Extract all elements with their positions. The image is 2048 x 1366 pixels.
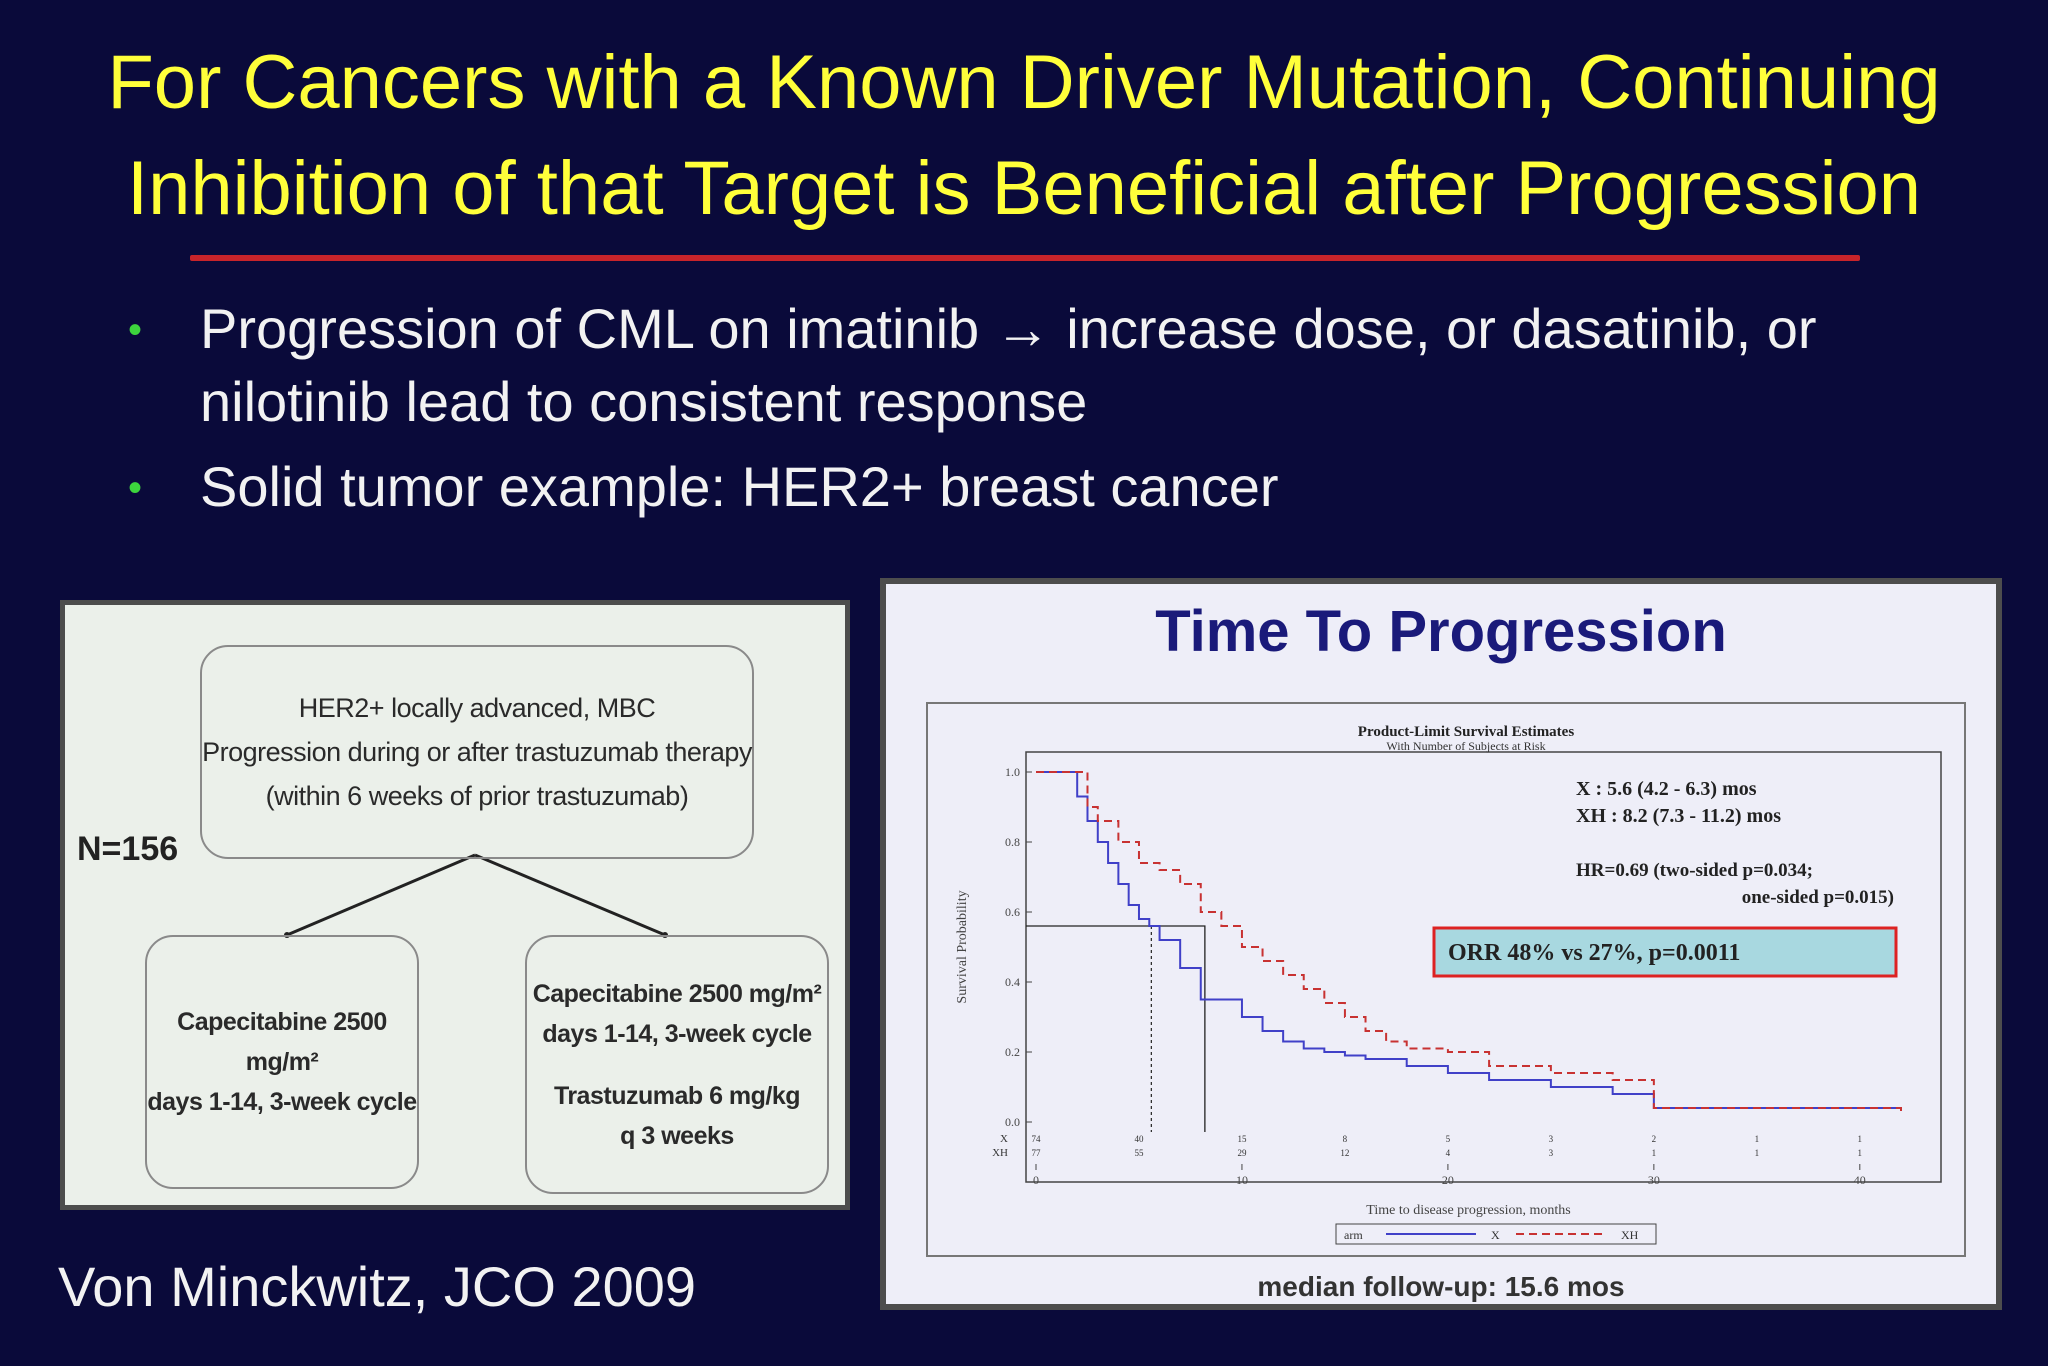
median-xh-annotation: XH : 8.2 (7.3 - 11.2) mos <box>1576 805 1781 827</box>
arm-xh-box: Capecitabine 2500 mg/m² days 1-14, 3-wee… <box>525 935 829 1194</box>
x-tick-label: 30 <box>1648 1173 1660 1187</box>
x-tick-label: 10 <box>1236 1173 1248 1187</box>
y-tick-label: 0.2 <box>1005 1045 1020 1059</box>
box-line: days 1-14, 3-week cycle <box>147 1088 417 1116</box>
at-risk-label: XH <box>992 1147 1008 1159</box>
box-line: HER2+ locally advanced, MBC <box>298 693 656 723</box>
at-risk-value: 1 <box>1858 1134 1863 1144</box>
box-line: days 1-14, 3-week cycle <box>542 1019 812 1048</box>
y-tick-label: 0.4 <box>1005 975 1020 989</box>
at-risk-value: 2 <box>1652 1134 1657 1144</box>
at-risk-value: 1 <box>1652 1148 1657 1158</box>
median-x-annotation: X : 5.6 (4.2 - 6.3) mos <box>1576 778 1757 800</box>
x-tick-label: 40 <box>1854 1173 1866 1187</box>
bullet-dot-icon: • <box>127 466 142 510</box>
bullet-text: Solid tumor example: HER2+ breast cancer <box>200 455 1279 518</box>
y-axis-label: Survival Probability <box>955 890 970 1003</box>
series-line-x <box>1036 771 1901 1109</box>
slide-title: For Cancers with a Known Driver Mutation… <box>0 30 2048 242</box>
legend-label-xh: XH <box>1621 1228 1639 1242</box>
box-line: (within 6 weeks of prior trastuzumab) <box>265 781 689 811</box>
at-risk-label: X <box>1000 1133 1008 1145</box>
plot-area <box>1025 751 1942 1183</box>
km-panel: Time To Progression Product-Limit Surviv… <box>880 578 2002 1310</box>
box-line: q 3 weeks <box>620 1121 734 1150</box>
box-line: Capecitabine 2500 mg/m² <box>177 1008 387 1076</box>
plot-frame <box>926 702 1966 1257</box>
at-risk-value: 3 <box>1549 1148 1554 1158</box>
box-line: Progression during or after trastuzumab … <box>202 737 752 767</box>
follow-up-note: median follow-up: 15.6 mos <box>1257 1271 1625 1302</box>
eligibility-box: HER2+ locally advanced, MBC Progression … <box>200 645 754 859</box>
at-risk-value: 29 <box>1237 1148 1247 1158</box>
bullet-dot-icon: • <box>127 308 142 352</box>
chart-title: Product-Limit Survival Estimates <box>1358 724 1575 740</box>
orr-annotation: ORR 48% vs 27%, p=0.0011 <box>1448 940 1740 966</box>
bullet-item: • Solid tumor example: HER2+ breast canc… <box>100 450 1980 525</box>
at-risk-value: 4 <box>1446 1148 1451 1158</box>
bullet-item: • Progression of CML on imatinib → incre… <box>100 292 1980 438</box>
at-risk-value: 1 <box>1755 1148 1760 1158</box>
arm-x-box: Capecitabine 2500 mg/m² days 1-14, 3-wee… <box>145 935 419 1189</box>
hr-annotation: HR=0.69 (two-sided p=0.034; <box>1576 860 1813 881</box>
y-tick-label: 1.0 <box>1005 765 1020 779</box>
at-risk-value: 40 <box>1134 1134 1144 1144</box>
at-risk-value: 3 <box>1549 1134 1554 1144</box>
at-risk-value: 74 <box>1032 1134 1042 1144</box>
y-tick-label: 0.8 <box>1005 835 1020 849</box>
y-tick-label: 0.0 <box>1005 1115 1020 1129</box>
x-axis-label: Time to disease progression, months <box>1366 1203 1570 1218</box>
title-divider <box>190 255 1860 261</box>
at-risk-value: 1 <box>1858 1148 1863 1158</box>
y-tick-label: 0.6 <box>1005 905 1020 919</box>
legend-title: arm <box>1344 1228 1363 1242</box>
citation: Von Minckwitz, JCO 2009 <box>58 1255 697 1318</box>
legend-label-x: X <box>1491 1228 1500 1242</box>
title-line-1: For Cancers with a Known Driver Mutation… <box>107 40 1941 125</box>
sample-size-label: N=156 <box>77 830 179 868</box>
trial-design-diagram: N=156 HER2+ locally advanced, MBC Progre… <box>60 600 850 1210</box>
bullet-list: • Progression of CML on imatinib → incre… <box>100 292 1980 537</box>
at-risk-value: 15 <box>1237 1134 1247 1144</box>
box-line: Trastuzumab 6 mg/kg <box>553 1081 801 1110</box>
orr-highlight-box <box>1432 926 1898 978</box>
legend-box <box>1335 1223 1657 1245</box>
x-tick-label: 20 <box>1442 1173 1454 1187</box>
at-risk-value: 5 <box>1446 1134 1451 1144</box>
title-line-2: Inhibition of that Target is Beneficial … <box>126 146 1922 231</box>
chart-subtitle: With Number of Subjects at Risk <box>1386 739 1545 753</box>
box-line: Capecitabine 2500 mg/m² <box>532 979 822 1008</box>
at-risk-value: 1 <box>1755 1134 1760 1144</box>
bullet-text: Progression of CML on imatinib → increas… <box>200 297 1817 433</box>
at-risk-value: 12 <box>1340 1148 1349 1158</box>
km-title: Time To Progression <box>1155 599 1727 664</box>
at-risk-value: 55 <box>1134 1148 1144 1158</box>
at-risk-value: 77 <box>1032 1148 1042 1158</box>
median-line-xh <box>1026 925 1206 1132</box>
x-tick-label: 0 <box>1033 1173 1039 1187</box>
series-line-xh <box>1036 771 1902 1112</box>
p-value-annotation: one-sided p=0.015) <box>1742 887 1894 908</box>
at-risk-value: 8 <box>1343 1134 1348 1144</box>
